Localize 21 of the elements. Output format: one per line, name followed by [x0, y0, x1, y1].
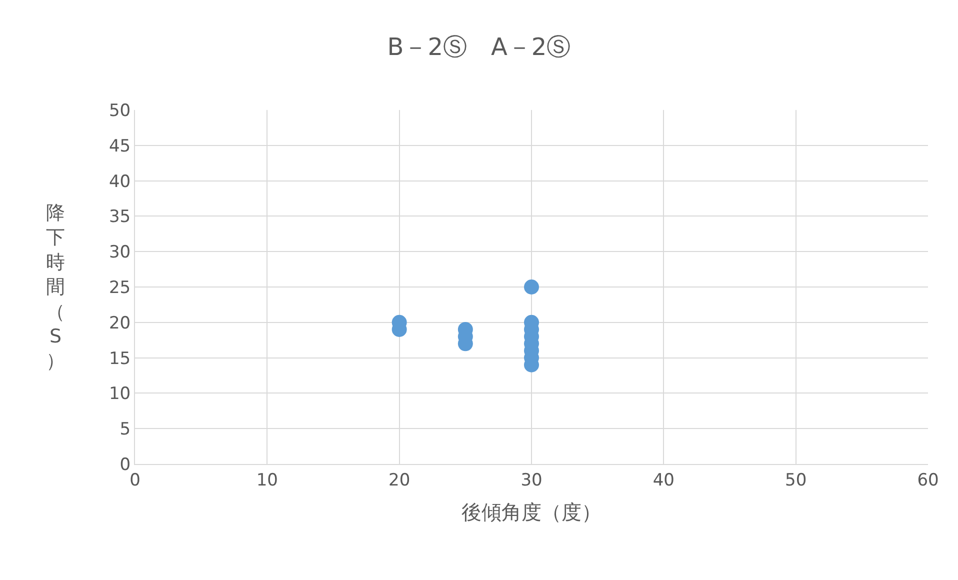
y-axis-title: 降下時間（S） — [46, 202, 65, 372]
x-tick-label: 20 — [388, 470, 410, 490]
x-tick-label: 10 — [256, 470, 278, 490]
y-tick-label: 30 — [108, 242, 131, 263]
x-tick-label: 40 — [652, 470, 674, 490]
y-tick-label: 10 — [108, 384, 131, 404]
x-tick-label: 60 — [917, 470, 939, 490]
y-tick-label: 40 — [108, 172, 131, 192]
y-tick-label: 45 — [108, 136, 131, 156]
chart-title: B－2Ⓢ A－2Ⓢ — [387, 32, 571, 61]
x-axis-title: 後傾角度（度） — [462, 500, 602, 524]
y-tick-label: 25 — [108, 278, 131, 298]
y-tick-label: 5 — [120, 420, 131, 440]
y-tick-label: 15 — [108, 348, 131, 369]
y-tick-label: 20 — [108, 313, 131, 334]
x-tick-label: 50 — [785, 470, 807, 490]
x-tick-label: 30 — [520, 470, 542, 490]
y-tick-label: 0 — [120, 454, 131, 475]
point — [524, 280, 539, 294]
y-tick-label: 50 — [108, 100, 131, 121]
y-tick-label: 35 — [108, 207, 131, 228]
